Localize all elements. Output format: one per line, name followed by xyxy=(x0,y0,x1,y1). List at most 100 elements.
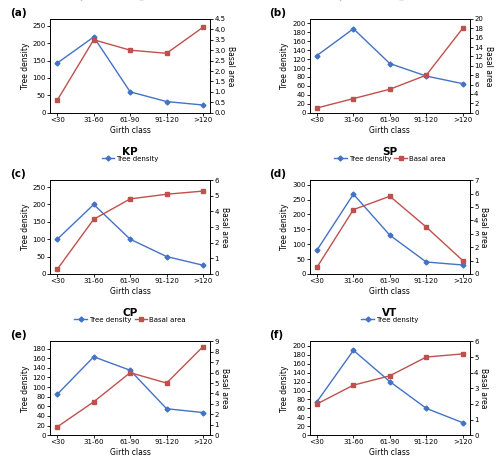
Tree density xyxy=(460,81,466,87)
Tree density xyxy=(127,236,133,242)
Line: Basal area: Basal area xyxy=(315,194,464,269)
Legend: Tree density: Tree density xyxy=(362,317,418,323)
Basal area xyxy=(200,188,206,194)
Tree density xyxy=(424,259,430,265)
Tree density xyxy=(164,99,170,105)
Tree density xyxy=(54,60,60,66)
Basal area xyxy=(314,105,320,111)
Y-axis label: Basal area: Basal area xyxy=(220,368,228,409)
Y-axis label: Basal area: Basal area xyxy=(480,368,488,409)
Tree density xyxy=(424,405,430,411)
Tree density xyxy=(387,232,393,238)
Title: VT: VT xyxy=(382,308,398,318)
Tree density xyxy=(164,254,170,259)
Basal area xyxy=(424,224,430,230)
Line: Tree density: Tree density xyxy=(315,349,464,424)
Y-axis label: Tree density: Tree density xyxy=(280,365,289,412)
Line: Basal area: Basal area xyxy=(56,189,205,271)
X-axis label: Girth class: Girth class xyxy=(370,448,410,457)
Tree density xyxy=(387,379,393,385)
Basal area xyxy=(127,196,133,202)
Y-axis label: Tree density: Tree density xyxy=(280,204,289,250)
Text: (f): (f) xyxy=(270,330,283,340)
Line: Basal area: Basal area xyxy=(315,26,464,110)
Basal area xyxy=(387,373,393,378)
Basal area xyxy=(314,401,320,407)
Line: Tree density: Tree density xyxy=(315,27,464,86)
Title: SP: SP xyxy=(382,147,398,157)
Basal area xyxy=(350,207,356,212)
Line: Tree density: Tree density xyxy=(315,193,464,267)
X-axis label: Girth class: Girth class xyxy=(370,126,410,135)
Line: Basal area: Basal area xyxy=(315,352,464,406)
Basal area xyxy=(54,266,60,272)
Basal area xyxy=(127,370,133,376)
Tree density xyxy=(127,368,133,373)
Tree density xyxy=(314,399,320,404)
Basal area xyxy=(314,264,320,270)
X-axis label: Girth class: Girth class xyxy=(110,448,150,457)
Text: (b): (b) xyxy=(270,8,286,18)
Line: Basal area: Basal area xyxy=(56,26,205,102)
Basal area xyxy=(90,399,96,405)
Tree density xyxy=(200,102,206,108)
Tree density xyxy=(164,406,170,412)
Y-axis label: Basal area: Basal area xyxy=(220,207,228,247)
Basal area xyxy=(350,96,356,101)
Line: Tree density: Tree density xyxy=(56,35,205,107)
Basal area xyxy=(54,424,60,429)
Y-axis label: Basal area: Basal area xyxy=(226,45,235,86)
Text: (e): (e) xyxy=(10,330,26,340)
Basal area xyxy=(387,87,393,92)
Tree density xyxy=(90,201,96,207)
Basal area xyxy=(54,97,60,103)
Basal area xyxy=(387,193,393,199)
Y-axis label: Tree density: Tree density xyxy=(20,204,30,250)
Line: Tree density: Tree density xyxy=(56,355,205,414)
Legend: Tree density, Basal area: Tree density, Basal area xyxy=(74,317,186,323)
Tree density xyxy=(54,236,60,242)
Y-axis label: Basal area: Basal area xyxy=(484,45,493,86)
Tree density xyxy=(424,73,430,79)
Basal area xyxy=(90,37,96,43)
Tree density xyxy=(200,263,206,268)
Basal area xyxy=(200,25,206,30)
Tree density xyxy=(314,247,320,253)
Tree density xyxy=(54,392,60,397)
Basal area xyxy=(460,351,466,357)
Y-axis label: Tree density: Tree density xyxy=(20,365,30,412)
Y-axis label: Basal area: Basal area xyxy=(480,207,488,247)
Basal area xyxy=(424,354,430,360)
Basal area xyxy=(200,344,206,350)
Line: Tree density: Tree density xyxy=(56,203,205,267)
X-axis label: Girth class: Girth class xyxy=(370,287,410,296)
Basal area xyxy=(164,192,170,197)
Line: Basal area: Basal area xyxy=(56,345,205,429)
Y-axis label: Tree density: Tree density xyxy=(20,43,30,89)
Tree density xyxy=(90,354,96,359)
Text: (d): (d) xyxy=(270,169,286,179)
Tree density xyxy=(387,61,393,66)
Tree density xyxy=(350,191,356,197)
Tree density xyxy=(90,34,96,40)
Basal area xyxy=(90,216,96,222)
Basal area xyxy=(164,380,170,386)
Basal area xyxy=(424,72,430,78)
Tree density xyxy=(200,410,206,415)
Tree density xyxy=(314,53,320,58)
Title: KP: KP xyxy=(122,147,138,157)
Text: (a): (a) xyxy=(10,8,26,18)
Tree density xyxy=(350,348,356,353)
Basal area xyxy=(460,26,466,31)
Legend: Tree density, Basal area: Tree density, Basal area xyxy=(334,156,446,162)
Tree density xyxy=(350,26,356,32)
X-axis label: Girth class: Girth class xyxy=(110,287,150,296)
Tree density xyxy=(127,89,133,95)
Text: (c): (c) xyxy=(10,169,26,179)
Basal area xyxy=(460,258,466,263)
Legend: Tree density: Tree density xyxy=(102,156,158,162)
Y-axis label: Tree density: Tree density xyxy=(280,43,289,89)
Tree density xyxy=(460,420,466,426)
Basal area xyxy=(127,47,133,53)
X-axis label: Girth class: Girth class xyxy=(110,126,150,135)
